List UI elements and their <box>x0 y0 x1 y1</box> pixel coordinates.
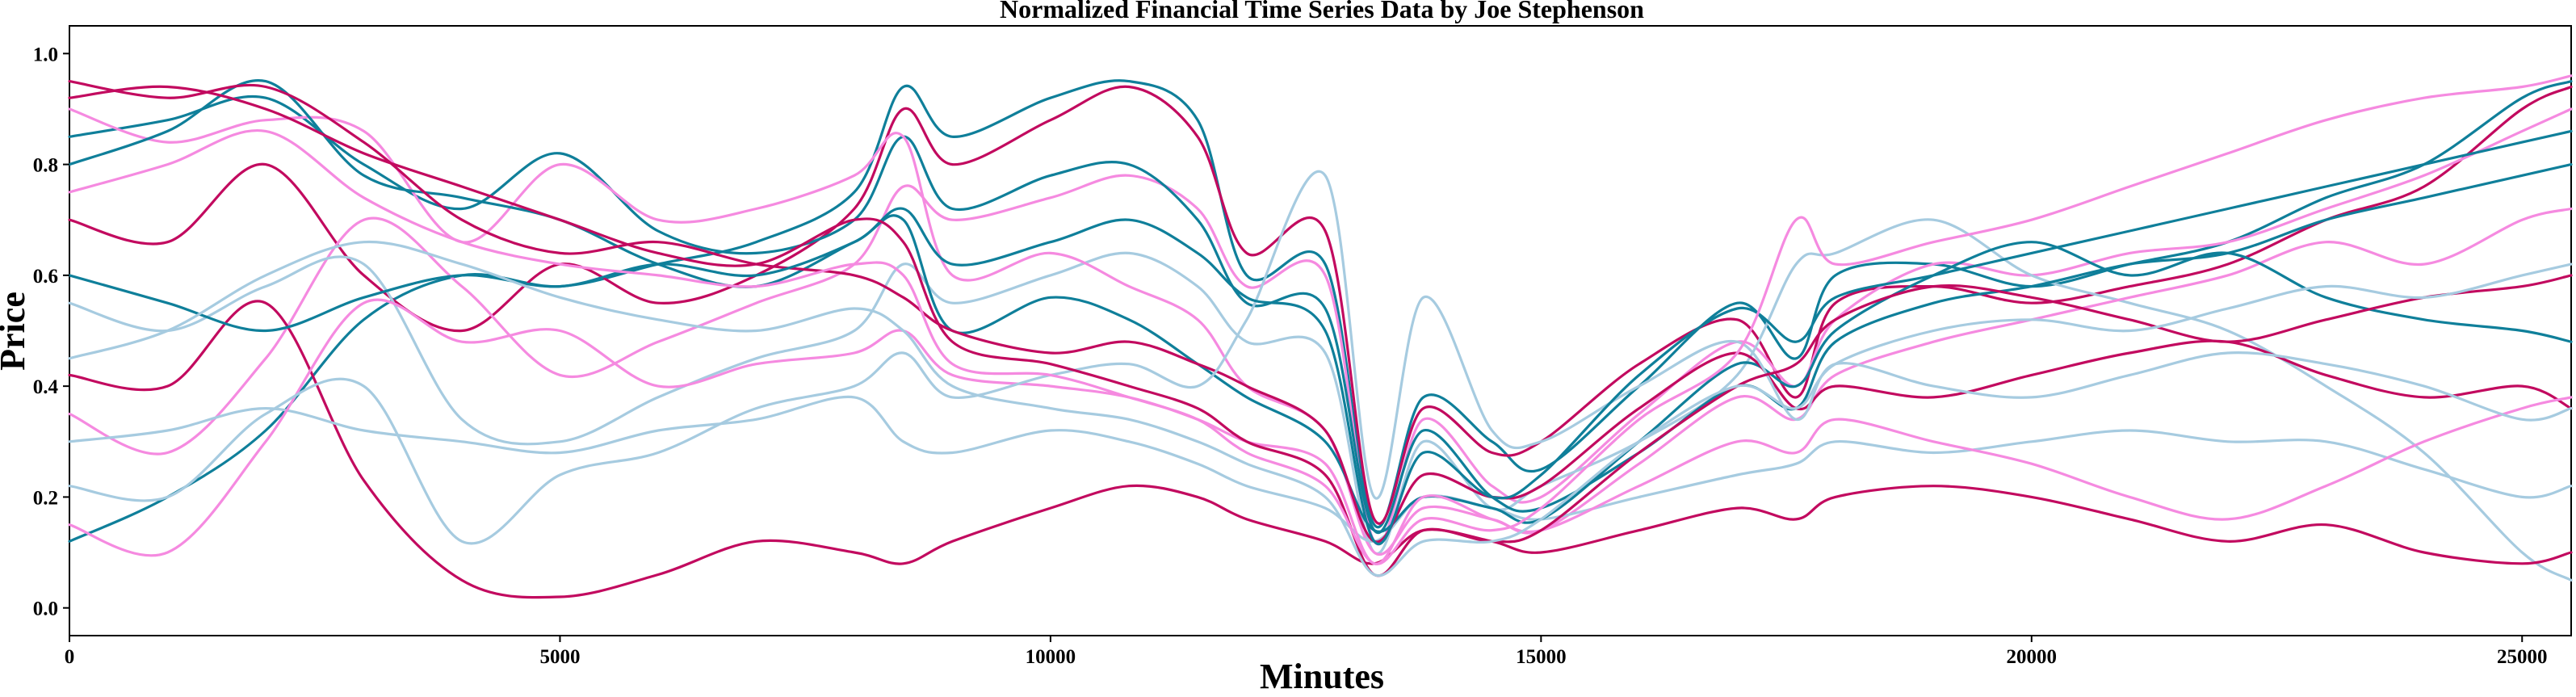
plot-area <box>69 25 2572 636</box>
series-line-9 <box>68 78 2573 533</box>
series-line-8 <box>68 395 2573 543</box>
series-line-10 <box>68 80 2573 544</box>
series-line-12 <box>68 170 2573 545</box>
series-line-6 <box>68 300 2573 599</box>
x-tick-label: 15000 <box>1516 646 1567 668</box>
x-tick-label: 25000 <box>2497 646 2548 668</box>
x-tick-label: 10000 <box>1026 646 1076 668</box>
series-line-14 <box>68 85 2573 577</box>
series-line-11 <box>68 298 2573 565</box>
x-tick-label: 0 <box>65 646 75 668</box>
series-line-16 <box>68 240 2573 577</box>
y-axis-ticks: 0.0 0.2 0.4 0.6 0.8 1.0 <box>33 44 69 620</box>
series-line-2 <box>68 85 2573 525</box>
series-line-13 <box>68 129 2573 546</box>
y-tick-label: 0.2 <box>33 487 58 509</box>
x-axis-ticks: 0 5000 10000 15000 20000 25000 <box>65 636 2548 668</box>
y-tick-label: 0.0 <box>33 598 58 620</box>
series-lines <box>68 74 2573 599</box>
chart-title: Normalized Financial Time Series Data by… <box>1000 0 1644 23</box>
y-axis-label: Price <box>0 292 32 371</box>
y-tick-label: 0.8 <box>33 155 58 177</box>
series-line-4 <box>68 218 2573 582</box>
series-line-5 <box>68 94 2573 535</box>
y-tick-label: 1.0 <box>33 44 58 65</box>
x-axis-label: Minutes <box>1260 657 1384 696</box>
y-tick-label: 0.6 <box>33 266 58 288</box>
series-line-3 <box>68 107 2573 546</box>
x-tick-label: 5000 <box>539 646 580 668</box>
series-line-1 <box>68 79 2573 543</box>
y-tick-label: 0.4 <box>33 376 59 398</box>
series-line-15 <box>68 74 2573 565</box>
series-line-7 <box>68 107 2573 556</box>
x-tick-label: 20000 <box>2007 646 2058 668</box>
